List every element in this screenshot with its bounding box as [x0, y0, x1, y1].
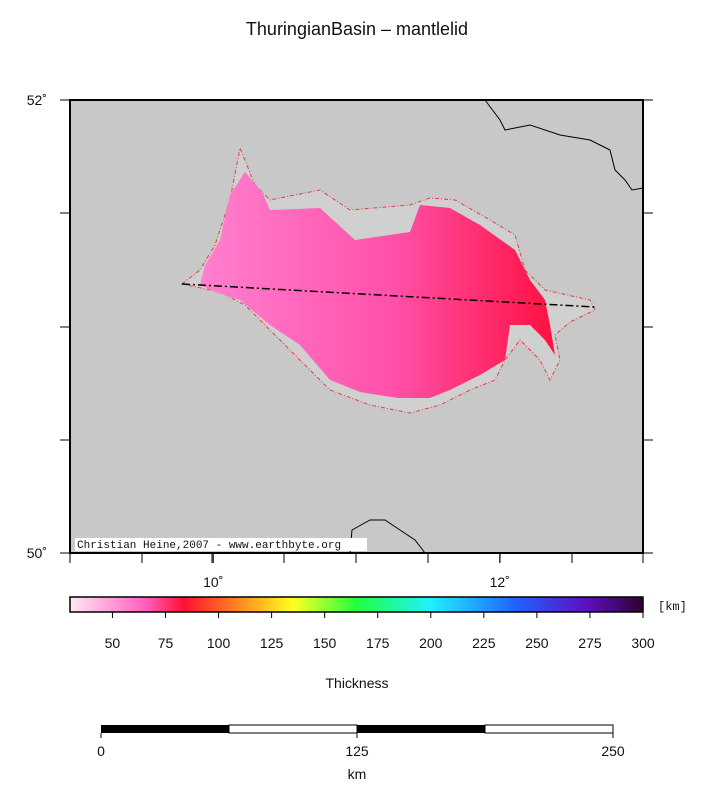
scalebar-unit: km [348, 766, 367, 782]
colorbar-tick-label: 275 [578, 635, 602, 651]
credit: Christian Heine,2007 - www.earthbyte.org [77, 540, 341, 552]
title: ThuringianBasin – mantlelid [246, 19, 468, 39]
y-tick-label: 50˚ [27, 545, 47, 561]
colorbar-tick-label: 150 [313, 635, 337, 651]
scalebar-tick-label: 125 [345, 743, 369, 759]
profile-line [181, 283, 596, 308]
y-tick-label: 52˚ [27, 92, 47, 108]
x-tick-label: 12˚ [490, 574, 510, 590]
colorbar-tick-label: 125 [260, 635, 284, 651]
border-line [484, 99, 644, 191]
border-line [349, 519, 426, 554]
map-frame: Christian Heine,2007 - www.earthbyte.org [69, 99, 644, 554]
scalebar [101, 724, 614, 734]
credit-box [75, 538, 367, 551]
colorbar-tick-label: 225 [472, 635, 496, 651]
colorbar-tick-label: 200 [419, 635, 443, 651]
colorbar-tick-label: 175 [366, 635, 390, 651]
scalebar-tick-label: 250 [601, 743, 625, 759]
colorbar-tick-label: 300 [631, 635, 655, 651]
scalebar-tick-label: 0 [97, 743, 105, 759]
colorbar-unit: [km] [658, 600, 687, 614]
colorbar [69, 596, 644, 613]
colorbar-tick-label: 250 [525, 635, 549, 651]
colorbar-tick-label: 50 [105, 635, 121, 651]
colorbar-label: Thickness [325, 675, 388, 691]
colorbar-tick-label: 100 [207, 635, 231, 651]
thickness-field [200, 172, 555, 398]
colorbar-tick-label: 75 [158, 635, 174, 651]
x-tick-label: 10˚ [203, 574, 223, 590]
